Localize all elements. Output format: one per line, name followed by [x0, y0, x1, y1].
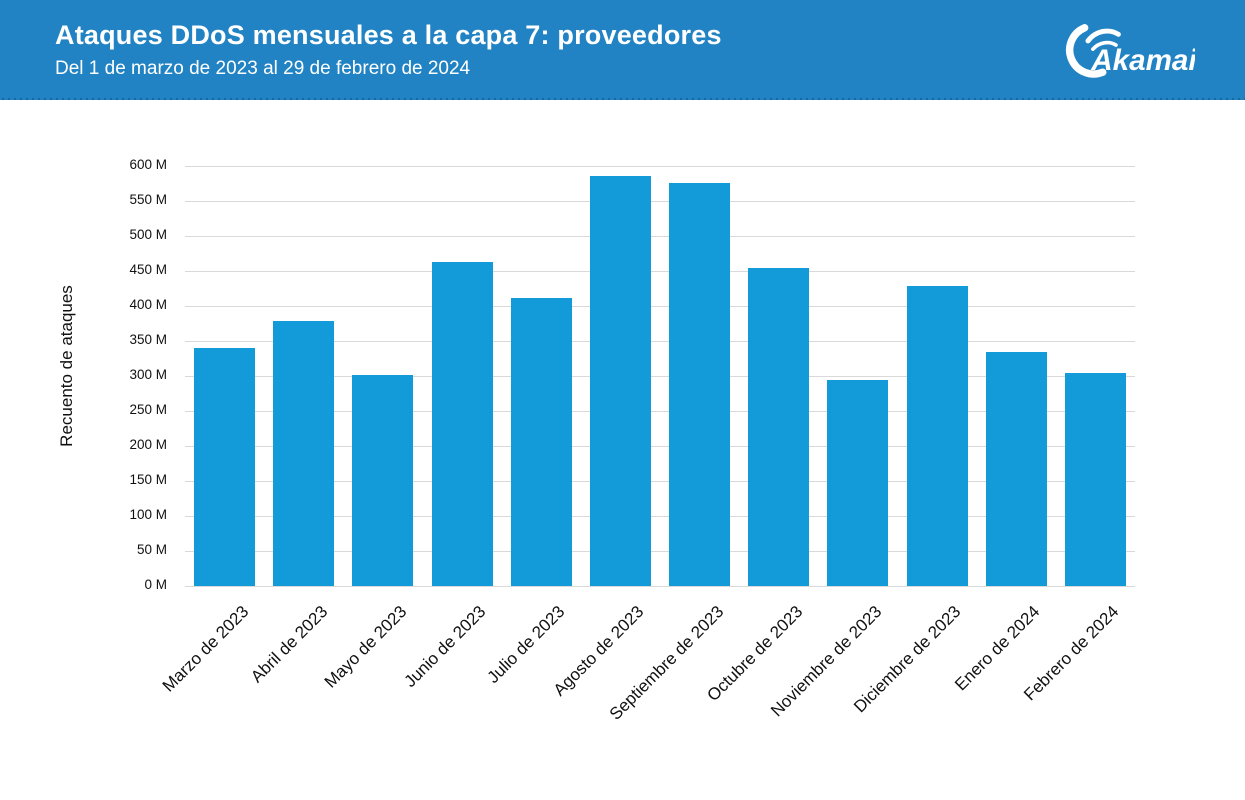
y-tick-label: 250 M: [129, 402, 167, 417]
x-tick-label: Enero de 2024: [951, 602, 1044, 695]
x-tick-label: Septiembre de 2023: [605, 602, 728, 724]
akamai-logo-icon: Akamai: [1066, 24, 1195, 78]
x-tick-label: Febrero de 2024: [1020, 602, 1123, 705]
x-tick-label: Noviembre de 2023: [766, 602, 886, 721]
y-tick-label: 600 M: [129, 157, 167, 172]
x-tick-label: Julio de 2023: [483, 602, 569, 687]
bar-noviembre-de-2023: [827, 379, 889, 586]
x-tick-label: Abril de 2023: [246, 602, 332, 687]
y-tick-label: 100 M: [129, 507, 167, 522]
y-axis-title: Recuento de ataques: [57, 285, 76, 447]
bar-enero-de-2024: [985, 352, 1047, 586]
gridline: [185, 410, 1135, 412]
bar-julio-de-2023: [510, 298, 572, 586]
bar-agosto-de-2023: [589, 175, 651, 586]
y-tick-label: 350 M: [129, 332, 167, 347]
bar-septiembre-de-2023: [669, 182, 731, 586]
gridline: [185, 375, 1135, 377]
bar-febrero-de-2024: [1064, 373, 1126, 586]
gridline: [185, 165, 1135, 167]
y-tick-label: 150 M: [129, 472, 167, 487]
y-tick-label: 300 M: [129, 367, 167, 382]
report-header: Ataques DDoS mensuales a la capa 7: prov…: [0, 0, 1245, 100]
gridline: [185, 340, 1135, 342]
y-tick-label: 500 M: [129, 227, 167, 242]
bar-mayo-de-2023: [352, 375, 414, 586]
gridline: [185, 515, 1135, 517]
page-subtitle: Del 1 de marzo de 2023 al 29 de febrero …: [55, 58, 471, 79]
gridline: [185, 445, 1135, 447]
gridline: [185, 585, 1135, 587]
gridline: [185, 550, 1135, 552]
x-tick-label: Diciembre de 2023: [850, 602, 965, 717]
bar-diciembre-de-2023: [906, 285, 968, 586]
bar-octubre-de-2023: [748, 268, 810, 586]
x-tick-label: Mayo de 2023: [320, 602, 411, 692]
x-tick-label: Junio de 2023: [400, 602, 490, 691]
y-tick-label: 200 M: [129, 437, 167, 452]
x-tick-label: Agosto de 2023: [550, 602, 648, 700]
x-tick-label: Octubre de 2023: [703, 602, 807, 705]
y-tick-label: 550 M: [129, 192, 167, 207]
x-tick-label: Marzo de 2023: [158, 602, 253, 696]
gridline: [185, 270, 1135, 272]
bar-abril-de-2023: [273, 321, 335, 586]
page-title: Ataques DDoS mensuales a la capa 7: prov…: [55, 20, 722, 50]
gridline: [185, 235, 1135, 237]
y-tick-label: 0 M: [144, 577, 167, 592]
gridline: [185, 200, 1135, 202]
bar-junio-de-2023: [431, 261, 493, 586]
akamai-logo-text: Akamai: [1090, 44, 1195, 77]
y-tick-label: 400 M: [129, 297, 167, 312]
gridline: [185, 480, 1135, 482]
y-tick-label: 450 M: [129, 262, 167, 277]
y-tick-label: 50 M: [136, 542, 167, 557]
gridline: [185, 305, 1135, 307]
bar-chart: Recuento de ataques 0 M 50 M 100 M 150 M 200…: [0, 100, 1245, 800]
bar-marzo-de-2023: [194, 348, 256, 586]
